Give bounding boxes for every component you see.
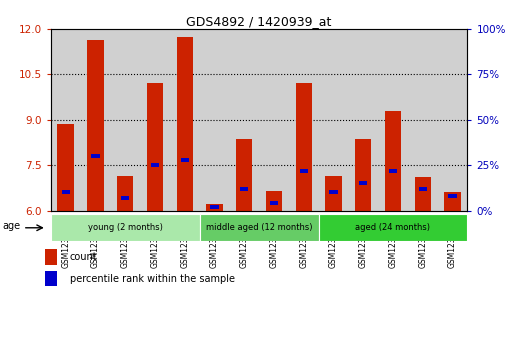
- Bar: [151, 163, 159, 167]
- Text: young (2 months): young (2 months): [88, 223, 163, 232]
- Bar: [91, 154, 100, 158]
- Bar: [51, 29, 81, 211]
- Bar: [385, 111, 401, 211]
- Bar: [170, 29, 200, 211]
- Bar: [300, 168, 308, 173]
- Bar: [236, 139, 252, 211]
- Bar: [348, 29, 378, 211]
- Bar: [180, 158, 189, 162]
- Bar: [419, 187, 427, 191]
- Bar: [176, 37, 193, 211]
- Bar: [329, 190, 338, 195]
- Bar: [355, 139, 371, 211]
- Bar: [147, 83, 163, 211]
- Text: aged (24 months): aged (24 months): [356, 223, 430, 232]
- Text: count: count: [70, 252, 98, 262]
- Title: GDS4892 / 1420939_at: GDS4892 / 1420939_at: [186, 15, 332, 28]
- Bar: [140, 29, 170, 211]
- Bar: [240, 187, 248, 191]
- Bar: [415, 177, 431, 211]
- Bar: [229, 29, 259, 211]
- Text: percentile rank within the sample: percentile rank within the sample: [70, 274, 235, 284]
- Bar: [110, 29, 140, 211]
- Bar: [325, 176, 342, 211]
- Bar: [87, 40, 104, 211]
- Bar: [51, 214, 200, 241]
- Bar: [378, 29, 408, 211]
- Bar: [296, 83, 312, 211]
- Bar: [319, 214, 467, 241]
- Bar: [408, 29, 437, 211]
- Text: age: age: [3, 221, 21, 232]
- Bar: [437, 29, 467, 211]
- Bar: [200, 214, 319, 241]
- Bar: [117, 176, 134, 211]
- Bar: [45, 249, 57, 265]
- Bar: [200, 29, 229, 211]
- Bar: [449, 194, 457, 198]
- Bar: [289, 29, 319, 211]
- Bar: [389, 168, 397, 173]
- Bar: [45, 271, 57, 286]
- Bar: [270, 201, 278, 205]
- Text: middle aged (12 months): middle aged (12 months): [206, 223, 312, 232]
- Bar: [319, 29, 348, 211]
- Bar: [61, 190, 70, 195]
- Bar: [266, 191, 282, 211]
- Bar: [444, 192, 461, 211]
- Bar: [206, 204, 223, 211]
- Bar: [259, 29, 289, 211]
- Bar: [81, 29, 110, 211]
- Bar: [57, 125, 74, 211]
- Bar: [121, 196, 130, 200]
- Bar: [359, 181, 367, 185]
- Bar: [210, 205, 218, 209]
